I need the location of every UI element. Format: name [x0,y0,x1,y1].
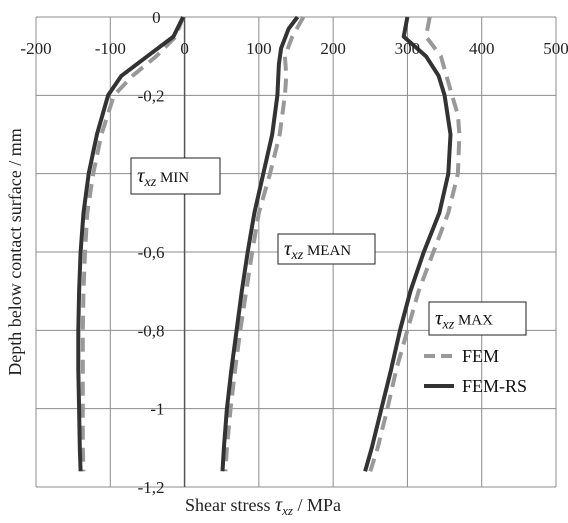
x-tick-label: -100 [95,39,126,58]
x-axis-title-suffix: / MPa [293,495,341,515]
x-axis-title-prefix: Shear stress [185,495,275,515]
y-tick-label: -0,2 [138,86,165,105]
x-tick-label: 500 [543,39,568,58]
curve-label-box [130,157,221,195]
x-tick-label: 200 [320,39,346,58]
tick-labels: -200 -100 0 100 200 300 400 500 0 -0,2 -0,6 -0,8 -1 -… [20,8,568,497]
x-axis-title-symbol: τ [275,494,283,516]
y-tick-label: 0 [152,8,161,27]
x-tick-label: 100 [246,39,272,58]
y-tick-label: -1,2 [138,478,165,497]
y-tick-label: -0,8 [138,321,165,340]
curve-labels: τxz MIN τxz MEAN τxz MAX [130,157,527,336]
legend-item-fem: FEM [424,346,499,366]
x-tick-label: 400 [469,39,495,58]
series-line-min-fem [80,16,185,472]
legend-label: FEM-RS [462,376,527,396]
x-axis-title-subscript: xz [281,503,293,518]
curve-label-box [428,301,527,336]
y-tick-label: -0,6 [138,243,165,262]
curve-label-max: τxz MAX [428,301,527,336]
legend-label: FEM [462,346,499,366]
series-line-mean-fem [223,16,306,472]
curve-label-mean: τxz MEAN [277,233,376,265]
series-layer [76,15,462,472]
x-tick-label: 300 [395,39,421,58]
x-tick-label: -200 [20,39,51,58]
y-tick-label: -1 [150,400,164,419]
y-axis-title: Depth below contact surface / mm [5,128,25,375]
curve-label-text: τxz MAX [435,306,493,333]
legend-item-fem-rs: FEM-RS [424,376,527,396]
series-line-mean-fem-rs [220,15,300,472]
series-line-min-fem-rs [76,16,185,472]
series-line-max-fem-rs [363,16,453,472]
x-tick-label: 0 [180,39,189,58]
curve-label-text: τxz MIN [137,163,189,190]
x-axis-title: Shear stress τxz / MPa [185,494,341,518]
curve-label-min: τxz MIN [130,157,221,195]
series-line-max-fem [368,16,462,472]
curve-label-text: τxz MEAN [284,236,351,263]
legend: FEM FEM-RS [424,346,527,396]
curve-label-box [277,233,376,265]
